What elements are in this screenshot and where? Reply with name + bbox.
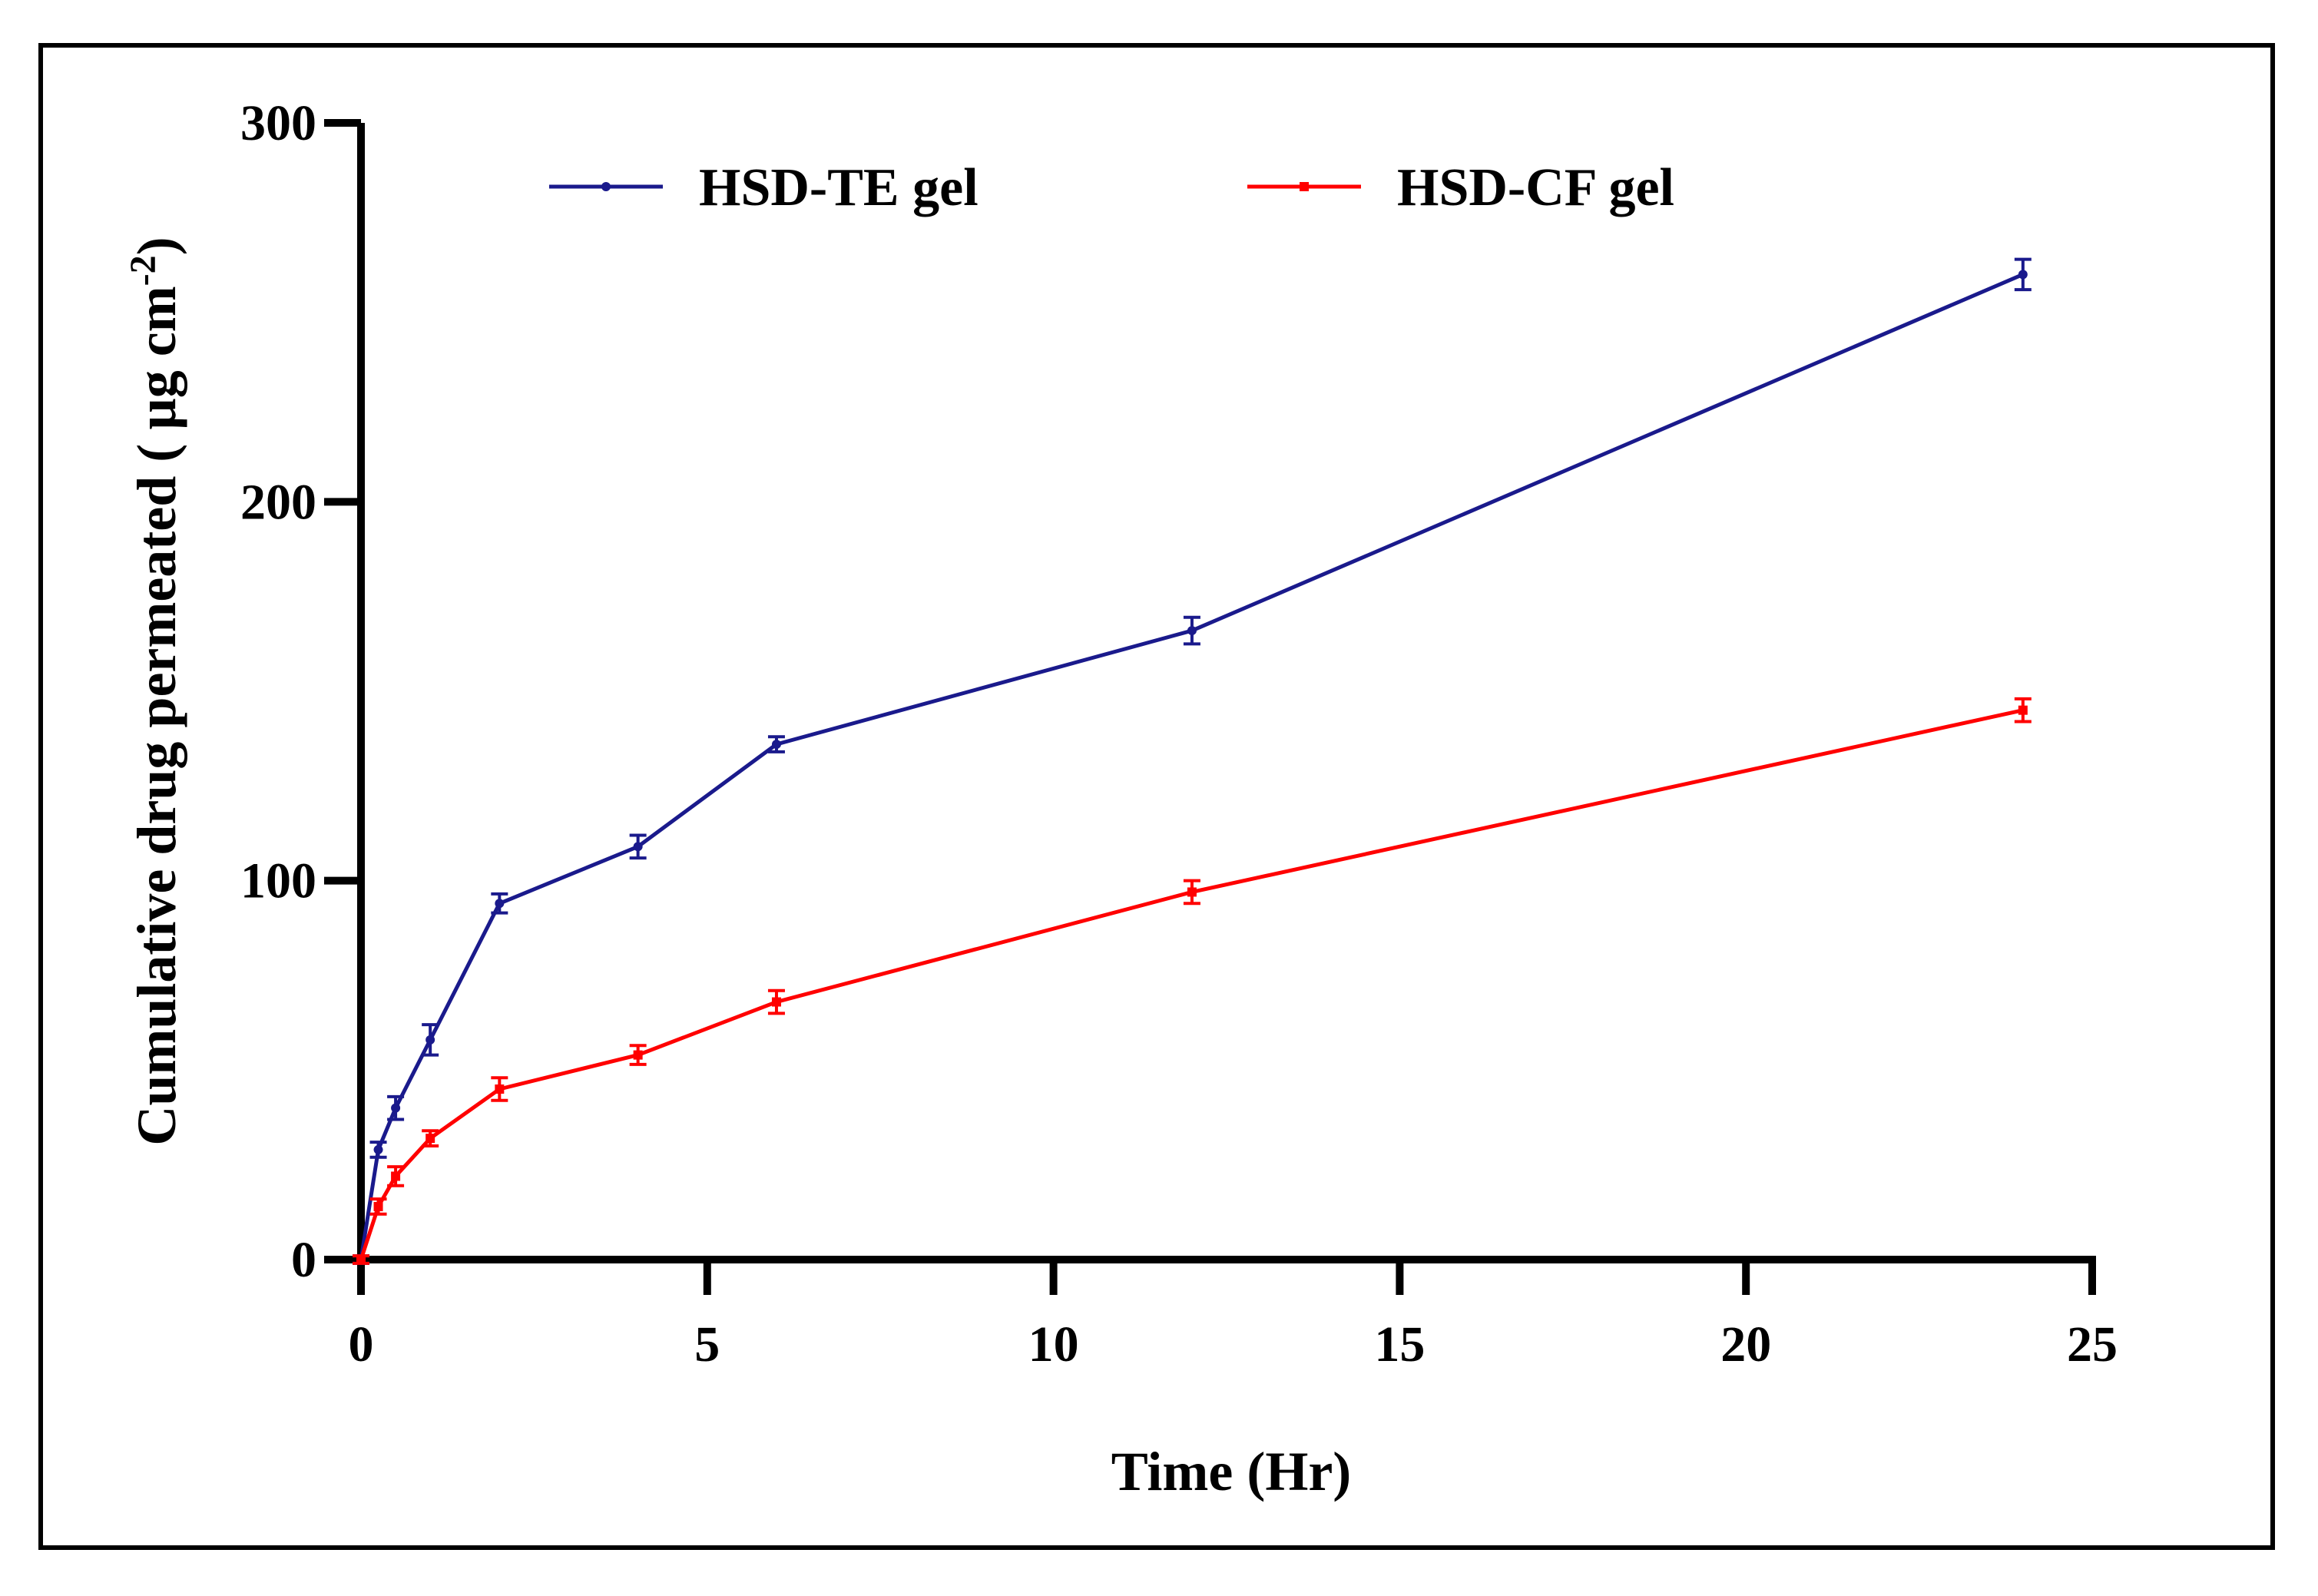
data-point bbox=[391, 1103, 401, 1113]
x-tick-label: 25 bbox=[2067, 1316, 2118, 1372]
legend-label: HSD-TE gel bbox=[699, 158, 979, 217]
data-point bbox=[373, 1201, 383, 1211]
axes: 0 100 200 300 0 5 10 15 20 25 bbox=[240, 95, 2118, 1372]
data-point bbox=[373, 1144, 383, 1154]
data-point bbox=[1187, 626, 1197, 636]
data-point bbox=[391, 1171, 401, 1181]
x-tick-label: 0 bbox=[349, 1316, 374, 1372]
data-point bbox=[771, 997, 781, 1007]
y-tick-label: 100 bbox=[240, 853, 316, 909]
x-tick-label: 10 bbox=[1028, 1316, 1079, 1372]
series-line bbox=[359, 708, 2024, 1260]
data-point bbox=[771, 740, 781, 750]
series-layer bbox=[353, 257, 2032, 1265]
y-axis-title-close: ) bbox=[126, 237, 187, 255]
y-tick-label: 300 bbox=[240, 95, 316, 151]
y-tick-label: 0 bbox=[291, 1232, 316, 1288]
x-tick-label: 5 bbox=[694, 1316, 720, 1372]
x-tick-label: 20 bbox=[1720, 1316, 1771, 1372]
data-point bbox=[633, 842, 643, 852]
legend-marker bbox=[1300, 182, 1309, 191]
legend-marker bbox=[601, 182, 611, 191]
x-axis-title: Time (Hr) bbox=[1111, 1441, 1352, 1502]
y-axis-title: Cumulative drug permeated ( µg cm-2) bbox=[123, 237, 187, 1145]
data-point bbox=[495, 899, 505, 909]
y-axis-title-superscript: -2 bbox=[123, 255, 164, 286]
data-point bbox=[426, 1134, 435, 1144]
legend-label: HSD-CF gel bbox=[1397, 158, 1674, 217]
series-1 bbox=[353, 257, 2032, 1265]
legend-item-2: HSD-CF gel bbox=[1247, 158, 1674, 217]
series-line bbox=[359, 273, 2024, 1260]
data-point bbox=[356, 1255, 366, 1264]
data-point bbox=[1187, 887, 1197, 897]
chart-frame bbox=[38, 43, 2275, 1550]
data-point bbox=[2018, 705, 2028, 715]
data-point bbox=[633, 1050, 643, 1060]
series-2 bbox=[353, 697, 2032, 1265]
legend-item-1: HSD-TE gel bbox=[549, 158, 979, 217]
y-axis-title-main: Cumulative drug permeated ( µg cm bbox=[126, 286, 187, 1145]
y-tick-label: 200 bbox=[240, 474, 316, 530]
data-point bbox=[2018, 270, 2028, 280]
x-tick-label: 15 bbox=[1374, 1316, 1425, 1372]
legend: HSD-TE gel HSD-CF gel bbox=[549, 158, 1674, 217]
data-point bbox=[495, 1084, 505, 1094]
data-point bbox=[426, 1035, 435, 1045]
